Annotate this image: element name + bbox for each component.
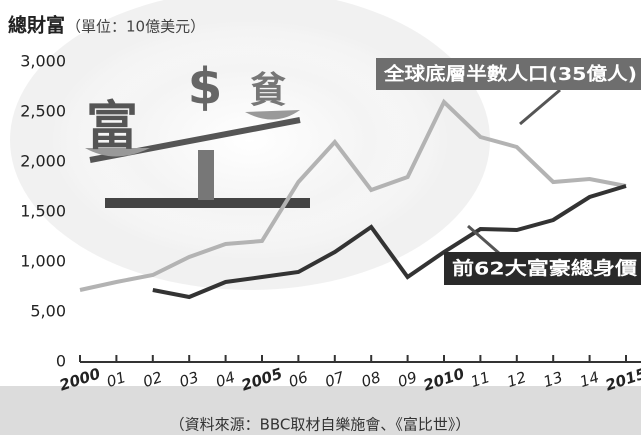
x-tick-label: 01 xyxy=(104,368,128,391)
x-tick-label: 14 xyxy=(578,368,602,391)
chart-title: 總財富 xyxy=(8,14,65,37)
scale-pan xyxy=(85,148,150,157)
legend-label: 前62大富豪總身價 xyxy=(452,258,638,280)
x-tick-label: 06 xyxy=(286,368,310,391)
scale-post xyxy=(198,150,214,200)
legend-box xyxy=(444,252,641,285)
x-tick-label: 13 xyxy=(541,368,565,391)
illustration-label: 富 xyxy=(86,97,138,157)
legend-label: 全球底層半數人口(35億人) xyxy=(383,63,637,85)
x-tick-label: 04 xyxy=(214,368,238,391)
x-tick-label: 12 xyxy=(505,368,529,391)
chart-subtitle: （單位：10億美元） xyxy=(66,18,205,36)
x-tick-label: 02 xyxy=(141,368,165,391)
scale-illustration: 富 $ 貧 xyxy=(85,58,310,208)
x-tick-label: 07 xyxy=(323,368,347,391)
x-tick-label: 09 xyxy=(396,368,420,391)
x-tick-label: 03 xyxy=(177,368,201,391)
callout-line xyxy=(467,224,501,256)
y-tick-label: 2,500 xyxy=(20,102,66,121)
scale-base xyxy=(105,198,310,208)
illustration-label: $ xyxy=(188,58,223,116)
series-line xyxy=(79,98,627,292)
y-tick-label: 0 xyxy=(56,352,66,371)
series-line xyxy=(152,184,627,300)
scale-pan xyxy=(245,110,300,120)
y-tick-label: 1,000 xyxy=(20,252,66,271)
legend-box xyxy=(376,58,641,90)
source-note: （資料來源：BBC取材自樂施會、《富比世》） xyxy=(170,416,471,434)
y-tick-label: 2,000 xyxy=(20,152,66,171)
y-tick-label: 3,000 xyxy=(20,52,66,71)
x-tick-label: 11 xyxy=(468,368,492,391)
footer-band xyxy=(0,386,641,435)
illustration-label: 貧 xyxy=(250,70,286,111)
x-tick-label: 08 xyxy=(359,368,383,391)
y-tick-label: 5,00 xyxy=(30,302,66,321)
callout-line xyxy=(519,88,561,126)
y-tick-label: 1,500 xyxy=(20,202,66,221)
